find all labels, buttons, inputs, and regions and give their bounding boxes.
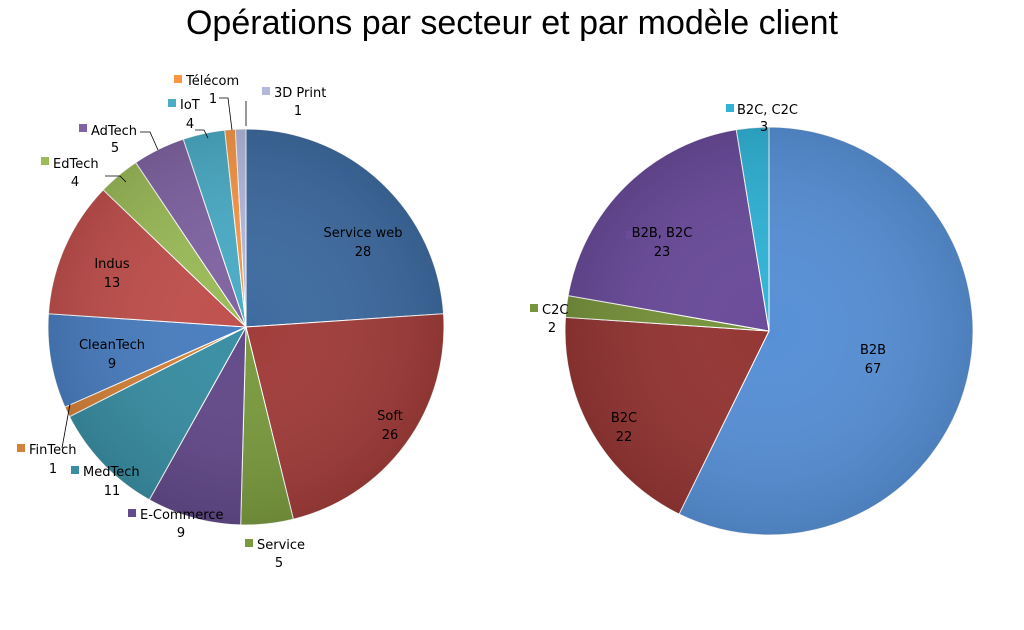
slice-value-soft: 26 xyxy=(382,428,399,443)
legend-marker-iot xyxy=(168,99,176,107)
slice-value-service: 5 xyxy=(275,556,283,571)
slice-label-indus: Indus xyxy=(94,257,130,272)
pie-chart-client-model: B2B 67 B2C 22 C2C 2 B2B, B2C 23 B2C, C2C 3 xyxy=(530,103,974,536)
legend-marker-edtech xyxy=(41,157,49,165)
slice-label-b2b: B2B xyxy=(860,343,886,358)
legend-marker-b2b-b2c xyxy=(626,231,634,239)
slice-value-b2b: 67 xyxy=(865,362,882,377)
slice-value-3d-print: 1 xyxy=(294,104,302,119)
slice-label-medtech: MedTech xyxy=(83,465,140,480)
slice-value-b2b-b2c: 23 xyxy=(654,245,671,260)
slice-value-e-commerce: 9 xyxy=(177,526,185,541)
slice-label-edtech: EdTech xyxy=(53,157,99,172)
slice-label-cleantech: CleanTech xyxy=(79,338,145,353)
legend-marker-telecom xyxy=(174,75,182,83)
slice-label-service-web: Service web xyxy=(323,226,402,241)
slice-label-service: Service xyxy=(257,538,305,553)
slice-value-medtech: 11 xyxy=(104,484,121,499)
leader-line-fintech xyxy=(61,403,71,449)
slice-value-adtech: 5 xyxy=(111,141,119,156)
slice-value-indus: 13 xyxy=(104,276,121,291)
slice-label-3d-print: 3D Print xyxy=(274,86,326,101)
leader-line-edtech xyxy=(105,175,127,183)
legend-marker-e-commerce xyxy=(128,509,136,517)
slice-label-fintech: FinTech xyxy=(29,443,77,458)
legend-marker-medtech xyxy=(71,466,79,474)
slice-label-soft: Soft xyxy=(377,409,403,424)
slice-value-iot: 4 xyxy=(186,117,194,132)
slice-value-c2c: 2 xyxy=(548,321,556,336)
slice-label-b2c: B2C xyxy=(611,411,637,426)
slice-value-telecom: 1 xyxy=(209,92,217,107)
leader-line-iot xyxy=(195,129,209,139)
slice-label-iot: IoT xyxy=(180,98,200,113)
slice-value-b2c: 22 xyxy=(616,430,633,445)
slice-label-c2c: C2C xyxy=(542,303,568,318)
slice-label-b2c-c2c: B2C, C2C xyxy=(737,103,798,118)
legend-marker-b2c-c2c xyxy=(726,104,734,112)
legend-marker-fintech xyxy=(17,444,25,452)
slice-label-b2b-b2c: B2B, B2C xyxy=(632,226,693,241)
slice-label-adtech: AdTech xyxy=(91,124,137,139)
slice-value-cleantech: 9 xyxy=(108,357,116,372)
slice-label-e-commerce: E-Commerce xyxy=(140,508,223,523)
slice-value-service-web: 28 xyxy=(355,245,372,260)
slice-value-edtech: 4 xyxy=(71,175,79,190)
slice-value-b2c-c2c: 3 xyxy=(760,120,768,135)
slice-label-telecom: Télécom xyxy=(185,74,239,89)
leader-line-telecom xyxy=(219,97,233,131)
pie-chart-sector: Service web 28 Soft 26 Service 5 E-Commerce 9 Me… xyxy=(17,74,445,571)
legend-marker-service xyxy=(245,539,253,547)
leader-line-adtech xyxy=(140,131,159,151)
legend-marker-3d-print xyxy=(262,87,270,95)
slice-value-fintech: 1 xyxy=(49,462,57,477)
legend-marker-adtech xyxy=(79,124,87,132)
legend-marker-c2c xyxy=(530,304,538,312)
chart-title: Opérations par secteur et par modèle cli… xyxy=(185,4,838,42)
